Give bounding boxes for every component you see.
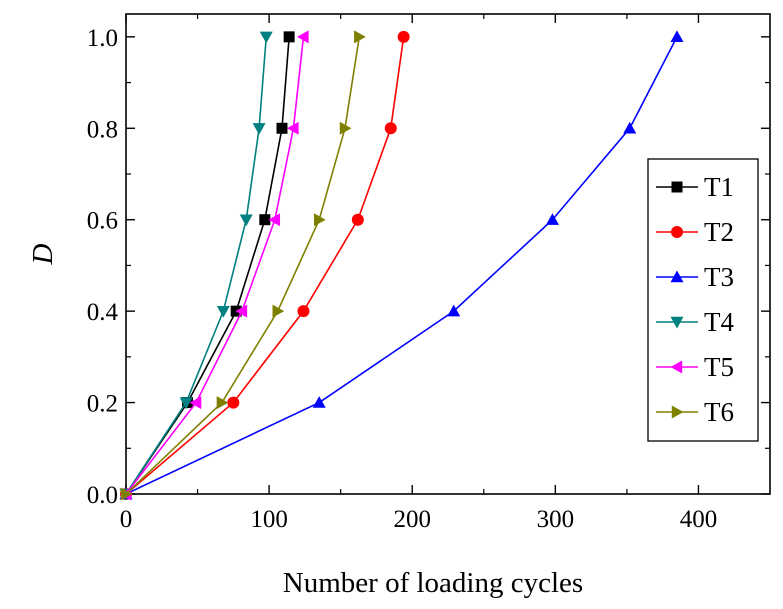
series-layer [119, 30, 684, 501]
plot-area-border [125, 13, 771, 495]
series-line-t3 [125, 36, 678, 495]
data-point-t5 [296, 30, 309, 44]
data-point-t2 [384, 122, 397, 135]
legend-marker [670, 270, 684, 283]
y-axis-ticks: 0.0 0.2 0.4 0.6 0.8 1.0 [87, 25, 770, 509]
data-point-t1 [259, 214, 271, 226]
legend-marker [671, 181, 683, 193]
data-point-t4 [252, 123, 266, 135]
series-line-t1 [125, 36, 290, 495]
x-tick-label: 300 [537, 506, 575, 533]
legend-label: T2 [704, 217, 734, 247]
legend-label: T6 [704, 397, 734, 427]
data-point-t2 [397, 30, 410, 43]
legend-item-t3: T3 [656, 262, 734, 292]
data-point-t2 [227, 396, 240, 409]
data-point-t5 [189, 396, 202, 410]
data-point-t1 [276, 122, 288, 134]
legend-label: T1 [704, 172, 734, 202]
data-point-t5 [286, 121, 299, 135]
legend-marker [671, 226, 683, 238]
x-tick-label: 200 [393, 506, 431, 533]
data-point-t5 [235, 304, 248, 318]
y-axis-title: D [27, 243, 59, 265]
legend-label: T3 [704, 262, 734, 292]
y-tick-label: 0.0 [87, 482, 118, 509]
data-point-t6 [272, 304, 285, 318]
legend-item-t2: T2 [656, 217, 734, 247]
legend-item-t6: T6 [656, 397, 734, 427]
y-tick-label: 0.6 [87, 208, 118, 235]
data-point-t4 [216, 305, 230, 318]
series-line-t2 [125, 36, 405, 495]
plot-frame [125, 13, 771, 495]
y-tick-label: 0.8 [87, 116, 118, 143]
data-point-t6 [216, 396, 229, 410]
x-axis-title: Number of loading cycles [283, 567, 583, 599]
data-point-t3 [312, 396, 326, 408]
y-tick-label: 0.4 [87, 299, 119, 326]
data-point-t5 [268, 213, 281, 227]
legend: T1 T2 T3 T4 T5 T6 [647, 158, 759, 442]
data-point-t4 [179, 397, 193, 410]
legend-marker [670, 316, 684, 329]
legend-marker [671, 405, 684, 419]
data-point-t3 [670, 30, 684, 43]
data-point-t3 [545, 213, 559, 225]
data-point-t1 [283, 31, 295, 43]
data-point-t4 [259, 31, 273, 44]
x-tick-label: 0 [120, 506, 133, 533]
data-point-t4 [239, 214, 253, 227]
series-line-t6 [125, 36, 361, 495]
x-tick-label: 400 [680, 506, 718, 533]
series-line-t5 [125, 36, 305, 495]
data-point-t6 [354, 30, 366, 44]
series-t1 [120, 31, 295, 500]
legend-marker [670, 360, 683, 374]
data-point-t3 [623, 121, 637, 134]
legend-label: T4 [704, 307, 734, 337]
series-t2 [120, 30, 410, 500]
legend-box [647, 158, 759, 442]
data-point-t3 [447, 304, 461, 317]
y-tick-label: 0.2 [87, 391, 118, 418]
series-t6 [120, 30, 366, 501]
x-tick-label: 100 [250, 506, 288, 533]
x-axis-ticks: 0 100 200 300 400 [120, 14, 717, 533]
data-point-t6 [314, 213, 326, 227]
legend-label: T5 [704, 352, 734, 382]
data-point-t6 [339, 121, 352, 135]
series-t5 [119, 30, 309, 501]
legend-item-t1: T1 [656, 172, 734, 202]
legend-item-t5: T5 [656, 352, 734, 382]
series-t3 [119, 30, 684, 500]
series-line-t4 [125, 36, 268, 495]
data-point-t6 [120, 487, 133, 501]
y-tick-label: 1.0 [87, 25, 118, 52]
legend-item-t4: T4 [656, 307, 734, 337]
data-point-t2 [351, 213, 364, 226]
data-point-t2 [297, 305, 310, 318]
